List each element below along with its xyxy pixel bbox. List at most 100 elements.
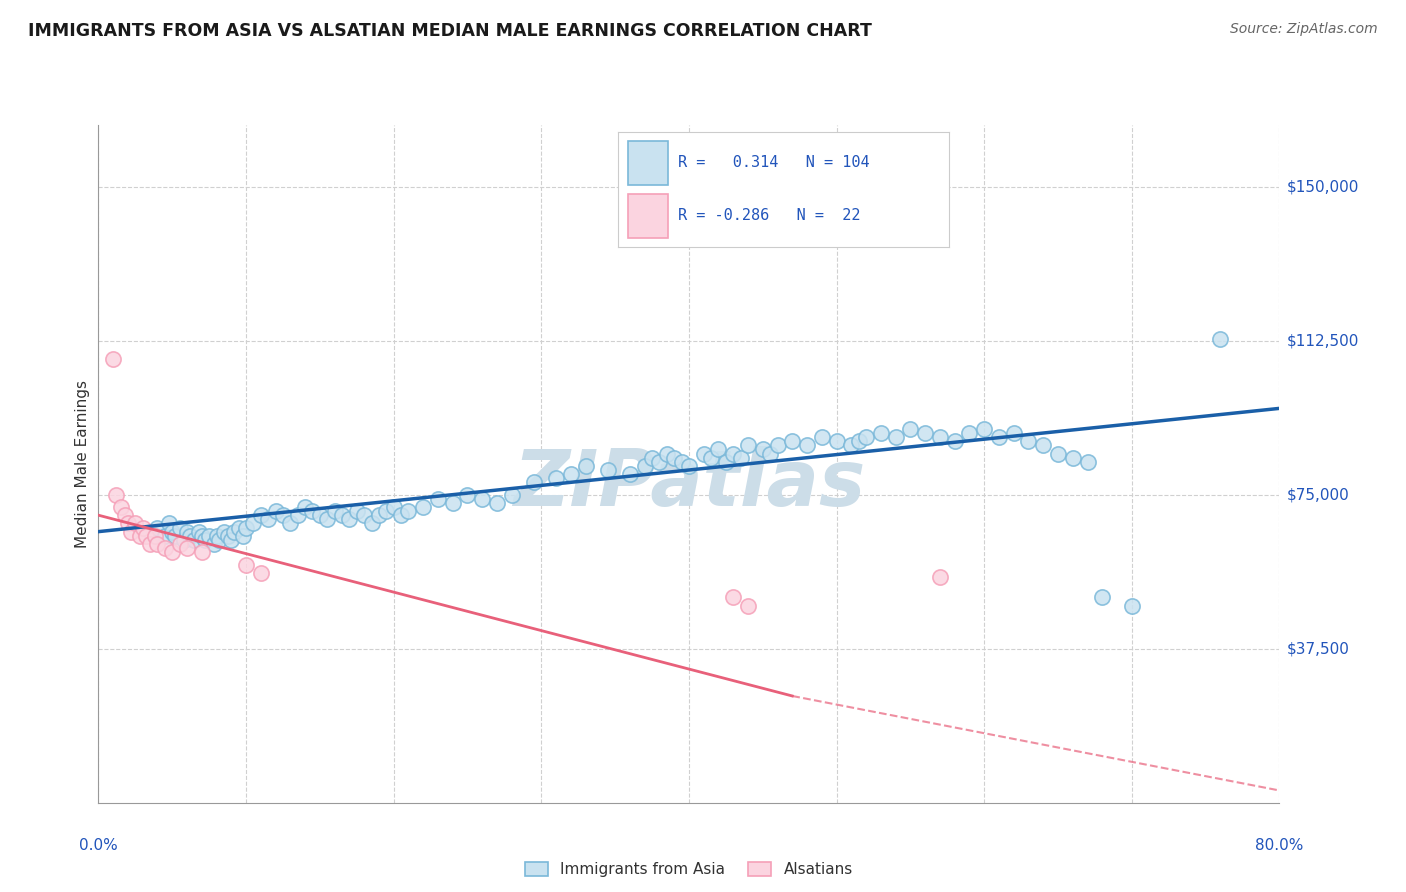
- Text: IMMIGRANTS FROM ASIA VS ALSATIAN MEDIAN MALE EARNINGS CORRELATION CHART: IMMIGRANTS FROM ASIA VS ALSATIAN MEDIAN …: [28, 22, 872, 40]
- Point: [353, 508, 375, 523]
- Point: [132, 520, 155, 534]
- Point: [648, 455, 671, 469]
- Point: [655, 446, 678, 460]
- Point: [810, 430, 832, 444]
- Point: [173, 533, 195, 547]
- Point: [287, 508, 309, 523]
- Point: [1017, 434, 1039, 449]
- Point: [309, 508, 332, 523]
- Y-axis label: Median Male Earnings: Median Male Earnings: [75, 380, 90, 548]
- Point: [427, 491, 450, 506]
- Point: [232, 529, 254, 543]
- Point: [973, 422, 995, 436]
- Point: [124, 516, 146, 531]
- Point: [751, 442, 773, 457]
- Text: Source: ZipAtlas.com: Source: ZipAtlas.com: [1230, 22, 1378, 37]
- Text: ZIPatlas: ZIPatlas: [513, 446, 865, 522]
- Point: [914, 425, 936, 440]
- Point: [143, 529, 166, 543]
- Point: [250, 566, 273, 580]
- Point: [544, 471, 567, 485]
- Legend: Immigrants from Asia, Alsatians: Immigrants from Asia, Alsatians: [519, 856, 859, 883]
- Point: [766, 438, 789, 452]
- Point: [360, 516, 382, 531]
- Point: [855, 430, 877, 444]
- Text: $37,500: $37,500: [1286, 641, 1350, 657]
- Point: [278, 516, 302, 531]
- Point: [721, 446, 744, 460]
- Point: [884, 430, 907, 444]
- Point: [382, 500, 405, 514]
- Point: [346, 504, 368, 518]
- Point: [301, 504, 323, 518]
- Point: [714, 455, 737, 469]
- Point: [396, 504, 419, 518]
- Point: [1121, 599, 1143, 613]
- Point: [596, 463, 619, 477]
- Point: [412, 500, 434, 514]
- Point: [368, 508, 391, 523]
- Point: [294, 500, 316, 514]
- Point: [217, 529, 239, 543]
- Text: 0.0%: 0.0%: [79, 838, 118, 854]
- Point: [619, 467, 641, 482]
- Point: [169, 537, 191, 551]
- Point: [560, 467, 582, 482]
- Point: [257, 512, 280, 526]
- Point: [782, 434, 804, 449]
- Text: $150,000: $150,000: [1286, 179, 1358, 194]
- Point: [242, 516, 264, 531]
- Point: [135, 529, 157, 543]
- Point: [271, 508, 294, 523]
- Point: [1062, 450, 1084, 465]
- Point: [1209, 332, 1232, 346]
- Point: [330, 508, 353, 523]
- Point: [235, 558, 257, 572]
- Point: [730, 450, 752, 465]
- Point: [250, 508, 273, 523]
- Point: [759, 446, 782, 460]
- Point: [179, 529, 201, 543]
- Point: [943, 434, 966, 449]
- Point: [187, 524, 209, 539]
- Point: [191, 545, 214, 559]
- Point: [523, 475, 546, 490]
- Point: [316, 512, 339, 526]
- Point: [389, 508, 412, 523]
- Point: [219, 533, 242, 547]
- Point: [641, 450, 664, 465]
- Text: $75,000: $75,000: [1286, 487, 1350, 502]
- Point: [110, 500, 132, 514]
- Point: [486, 496, 509, 510]
- Text: $112,500: $112,500: [1286, 333, 1358, 348]
- Point: [176, 524, 198, 539]
- Point: [128, 529, 150, 543]
- Point: [825, 434, 848, 449]
- Point: [235, 520, 257, 534]
- Point: [869, 425, 891, 440]
- Point: [1002, 425, 1025, 440]
- Point: [337, 512, 360, 526]
- Point: [839, 438, 862, 452]
- Point: [198, 529, 221, 543]
- Point: [157, 516, 180, 531]
- Point: [737, 599, 759, 613]
- Text: R =   0.314   N = 104: R = 0.314 N = 104: [678, 155, 869, 170]
- Point: [191, 529, 214, 543]
- Point: [721, 591, 744, 605]
- Point: [194, 533, 217, 547]
- Point: [1077, 455, 1099, 469]
- Point: [162, 545, 183, 559]
- Point: [959, 425, 981, 440]
- Point: [737, 438, 759, 452]
- Point: [205, 529, 228, 543]
- Point: [183, 533, 205, 547]
- Point: [264, 504, 287, 518]
- Point: [176, 541, 198, 555]
- Point: [900, 422, 922, 436]
- Text: 80.0%: 80.0%: [1256, 838, 1303, 854]
- Point: [633, 458, 655, 473]
- Point: [700, 450, 723, 465]
- Bar: [628, 194, 668, 237]
- Text: R = -0.286   N =  22: R = -0.286 N = 22: [678, 209, 860, 223]
